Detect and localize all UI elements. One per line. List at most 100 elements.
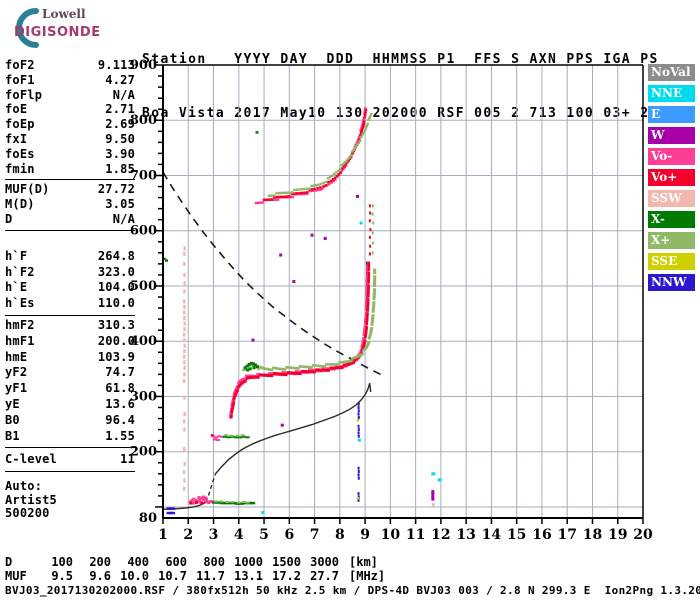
- x-tick-label: 13: [456, 527, 475, 543]
- x-tick-label: 11: [406, 527, 425, 543]
- param-value: 9.50: [105, 131, 135, 146]
- trace-layer: [162, 107, 442, 515]
- series-spread-column-red: [368, 204, 372, 256]
- param-divider: [5, 229, 135, 231]
- param-value: 103.9: [97, 349, 135, 364]
- unit-cell: [km]: [349, 555, 378, 569]
- param-divider: [5, 314, 135, 316]
- series-Es-second-hop-light-green: [224, 434, 245, 437]
- param-label: C-level: [5, 452, 57, 467]
- series-x-minus-stray-dots: [162, 131, 259, 262]
- x-tick-label: 14: [482, 527, 502, 543]
- x-tick-label: 18: [583, 527, 602, 543]
- legend-item-nnw: NNW: [648, 274, 695, 291]
- param-label: h`F: [5, 248, 28, 263]
- param-row: fmin 1.85: [5, 162, 135, 177]
- param-row: hmF1 200.0: [5, 334, 135, 350]
- x-tick-label: 15: [507, 527, 526, 543]
- param-row: h`F 264.8: [5, 249, 135, 265]
- param-divider: [5, 471, 135, 473]
- x-tick-label: 3: [209, 527, 219, 543]
- y-tick-label: 900: [130, 58, 157, 73]
- param-value: 74.7: [105, 365, 135, 380]
- table-cell: 600: [165, 555, 187, 569]
- param-label: hmE: [5, 349, 28, 364]
- param-value: N/A: [112, 87, 135, 102]
- param-row: MUF(D) 27.72: [5, 182, 135, 197]
- param-value: 104.0: [97, 280, 135, 295]
- legend-item-vo: Vo+: [648, 169, 695, 186]
- y-tick-label: 700: [130, 168, 157, 183]
- logo-arc-icon: [16, 8, 39, 48]
- logo-text-lowell: Lowell: [42, 7, 86, 21]
- param-row: foE 2.71: [5, 102, 135, 117]
- series-nne-stray-dots: [261, 221, 363, 514]
- table-cell: 3000: [310, 555, 339, 569]
- x-tick-label: 12: [431, 527, 450, 543]
- param-row: h`E 104.0: [5, 280, 135, 296]
- param-value: 200.0: [97, 333, 135, 348]
- param-row: foFlp N/A: [5, 88, 135, 103]
- table-cell: 100: [51, 555, 73, 569]
- legend-item-vo: Vo-: [648, 148, 695, 165]
- logo-text-digisonde: DIGISONDE: [14, 25, 101, 40]
- row-label: MUF: [5, 568, 27, 583]
- x-tick-label: 1: [158, 527, 168, 543]
- param-value: 1.55: [105, 428, 135, 443]
- y-tick-label: 300: [130, 389, 157, 404]
- param-label: foF1: [5, 72, 35, 87]
- row-label: D: [5, 555, 13, 569]
- table-cell: 1000: [234, 555, 263, 569]
- x-tick-label: 10: [381, 527, 401, 543]
- autoscaling-info: Auto:: [5, 479, 43, 494]
- param-label: MUF(D): [5, 182, 50, 197]
- series-Es-trace-X-plus: [214, 500, 250, 504]
- series-spread-column-green: [371, 204, 375, 255]
- table-cell: 9.6: [89, 568, 111, 583]
- param-value: 323.0: [97, 264, 135, 279]
- y-tick-label: 500: [130, 279, 157, 294]
- param-value: 61.8: [105, 381, 135, 396]
- param-row: B1 1.55: [5, 429, 135, 445]
- x-tick-label: 8: [335, 527, 345, 543]
- table-cell: 1500: [272, 555, 301, 569]
- echo-direction-legend: NoVal NNE E W Vo- Vo+ SSW X- X+ SSE NNW: [648, 64, 695, 295]
- param-label: hmF2: [5, 317, 35, 332]
- autoscaling-info: Artist5: [5, 492, 57, 507]
- param-row: M(D) 3.05: [5, 197, 135, 212]
- legend-item-ssw: SSW: [648, 190, 695, 207]
- muf-row: MUF 9.5 9.6 10.0 10.7 11.7 13.1 17.2 27.7 [MHz]: [5, 568, 385, 584]
- table-cell: 27.7: [310, 568, 339, 583]
- series-nnw-bottom-dashes: [166, 507, 176, 515]
- param-label: h`F2: [5, 264, 35, 279]
- y-tick-label: 200: [130, 445, 157, 460]
- param-value: 3.90: [105, 146, 135, 161]
- param-divider: [5, 179, 135, 181]
- table-cell: 11.7: [196, 568, 225, 583]
- table-cell: 10.0: [120, 568, 149, 583]
- legend-item-noval: NoVal: [648, 64, 695, 81]
- table-cell: 10.7: [158, 568, 187, 583]
- param-label: foFlp: [5, 87, 43, 102]
- series-F-trace-o-mode-Vo-plus: [230, 261, 371, 419]
- param-label: D: [5, 211, 13, 226]
- param-label: foEp: [5, 117, 35, 132]
- param-value: 96.4: [105, 412, 135, 427]
- param-value: 27.72: [97, 182, 135, 197]
- param-value: 11: [120, 452, 135, 467]
- series-ssw-dot-11p7: [431, 503, 435, 507]
- param-label: h`Es: [5, 296, 35, 311]
- series-nne-dashes-11p7: [431, 472, 442, 482]
- param-value: 310.3: [97, 317, 135, 332]
- param-label: hmF1: [5, 333, 35, 348]
- param-divider: [5, 447, 135, 449]
- param-label: foE: [5, 102, 28, 117]
- param-label: yF2: [5, 365, 28, 380]
- param-row: h`F2 323.0: [5, 265, 135, 281]
- param-label: B1: [5, 428, 20, 443]
- param-row: D N/A: [5, 212, 135, 227]
- series-Es-second-hop-dark-green: [222, 435, 250, 439]
- x-tick-label: 20: [633, 527, 653, 543]
- param-value: 264.8: [97, 248, 135, 263]
- param-row: C-level 11: [5, 452, 135, 468]
